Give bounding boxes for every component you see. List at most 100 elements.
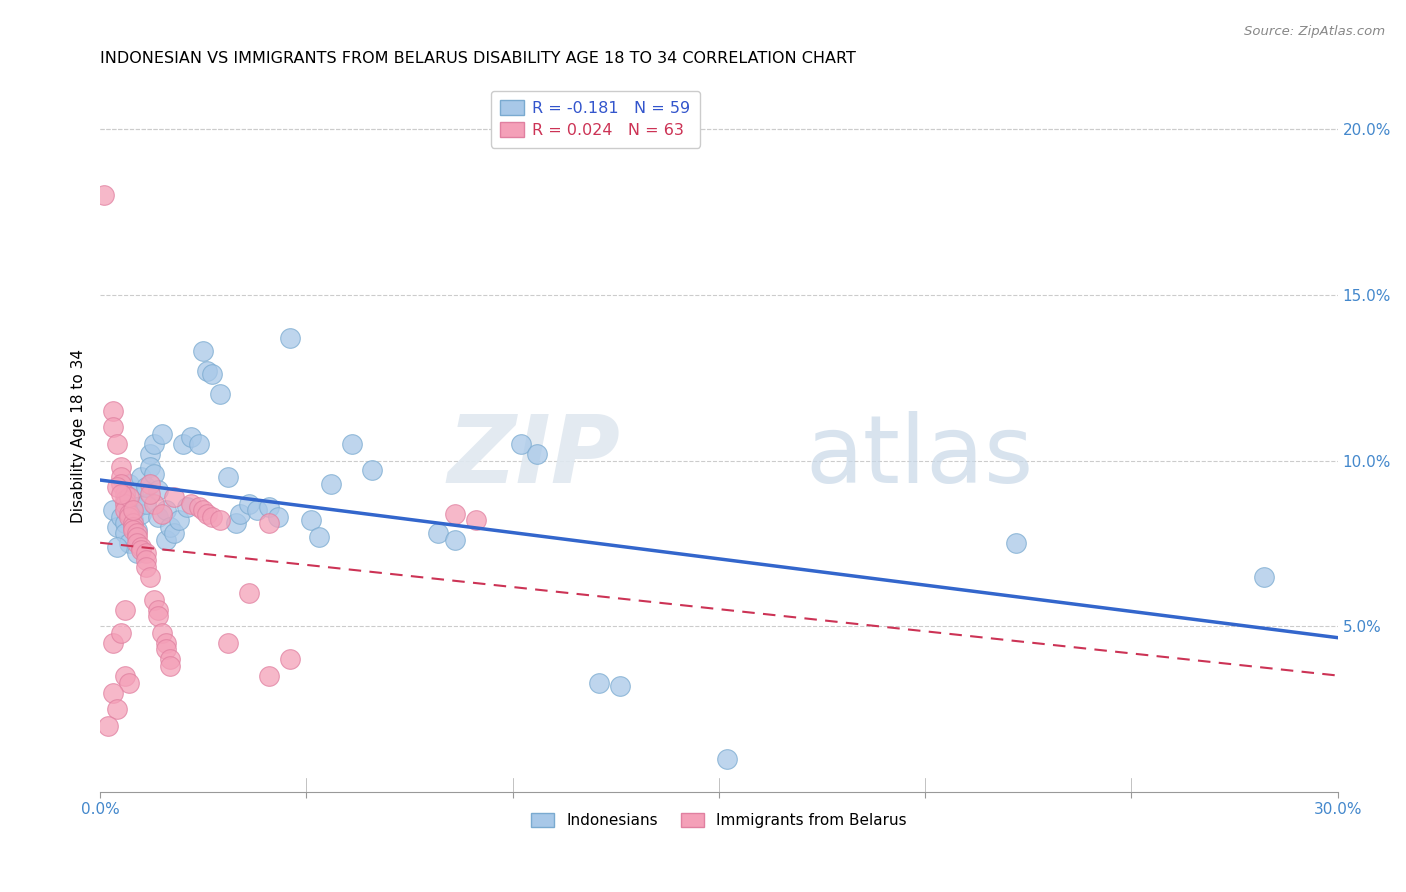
Point [193,503,215,517]
Point [101,685,124,699]
Point [134,497,156,511]
Point [110,460,132,475]
Point [444,507,467,521]
Point [138,476,160,491]
Point [308,530,330,544]
Point [101,404,124,418]
Point [464,513,486,527]
Point [134,546,156,560]
Point [526,447,548,461]
Point [217,470,239,484]
Point [321,476,343,491]
Point [127,523,149,537]
Point [127,526,149,541]
Point [97,719,120,733]
Point [259,669,281,683]
Point [122,513,145,527]
Point [588,675,610,690]
Point [142,592,165,607]
Point [716,752,738,766]
Point [114,503,136,517]
Point [105,702,128,716]
Point [110,486,132,500]
Point [146,483,169,498]
Point [131,507,153,521]
Point [278,652,301,666]
Point [122,503,145,517]
Point [105,520,128,534]
Point [142,497,165,511]
Point [259,500,281,514]
Point [340,437,363,451]
Point [134,559,156,574]
Point [101,636,124,650]
Point [122,486,145,500]
Point [200,368,222,382]
Point [118,476,141,491]
Point [427,526,450,541]
Point [155,533,177,547]
Point [134,480,156,494]
Point [114,526,136,541]
Point [114,493,136,508]
Point [114,516,136,531]
Point [266,509,288,524]
Point [225,516,247,531]
Point [259,516,281,531]
Point [155,503,177,517]
Point [131,540,153,554]
Point [101,503,124,517]
Point [193,344,215,359]
Point [105,480,128,494]
Point [172,437,194,451]
Point [105,540,128,554]
Point [150,625,173,640]
Point [122,520,145,534]
Text: Source: ZipAtlas.com: Source: ZipAtlas.com [1244,25,1385,38]
Point [246,503,269,517]
Legend: Indonesians, Immigrants from Belarus: Indonesians, Immigrants from Belarus [524,807,912,834]
Point [150,507,173,521]
Point [93,188,115,202]
Point [208,387,231,401]
Point [444,533,467,547]
Point [361,463,384,477]
Point [138,569,160,583]
Point [142,437,165,451]
Point [122,523,145,537]
Point [127,536,149,550]
Point [142,467,165,481]
Point [118,675,141,690]
Point [110,509,132,524]
Point [188,500,211,514]
Point [118,509,141,524]
Point [114,602,136,616]
Point [278,331,301,345]
Point [208,513,231,527]
Point [238,497,260,511]
Point [159,520,181,534]
Point [127,546,149,560]
Point [134,553,156,567]
Point [609,679,631,693]
Point [118,536,141,550]
Point [229,507,252,521]
Point [150,427,173,442]
Point [110,476,132,491]
Point [159,652,181,666]
Point [122,516,145,531]
Point [197,507,219,521]
Point [118,507,141,521]
Point [188,437,211,451]
Point [138,460,160,475]
Point [118,490,141,504]
Point [1005,536,1028,550]
Point [105,437,128,451]
Point [159,659,181,673]
Point [176,500,198,514]
Y-axis label: Disability Age 18 to 34: Disability Age 18 to 34 [72,349,86,523]
Point [197,364,219,378]
Text: atlas: atlas [806,411,1033,503]
Point [146,509,169,524]
Point [299,513,322,527]
